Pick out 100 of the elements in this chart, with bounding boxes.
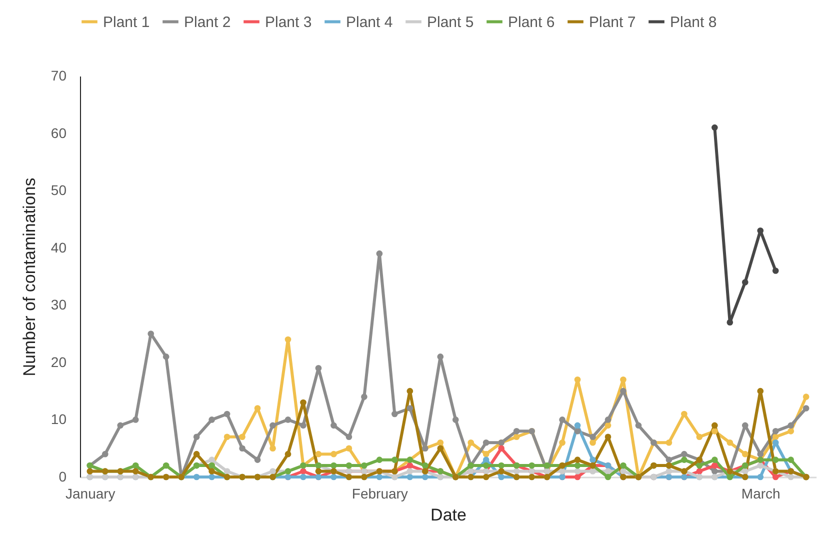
point <box>712 124 718 131</box>
point <box>788 456 794 463</box>
point <box>300 422 306 429</box>
point <box>376 456 383 463</box>
point <box>772 434 779 440</box>
point <box>788 422 794 429</box>
point <box>757 474 764 480</box>
point <box>742 422 748 429</box>
point <box>376 474 383 480</box>
legend-label: Plant 6 <box>508 14 555 31</box>
point <box>193 474 200 480</box>
point <box>468 439 474 446</box>
x-tick-label: January <box>66 486 116 502</box>
point <box>498 445 504 452</box>
point <box>604 416 612 423</box>
point <box>757 388 764 394</box>
point <box>528 462 535 469</box>
point <box>330 422 337 429</box>
point <box>574 474 581 480</box>
point <box>300 468 306 474</box>
point <box>224 468 230 474</box>
point <box>574 376 581 383</box>
point <box>315 468 322 474</box>
point <box>681 410 688 418</box>
x-tick-label: February <box>352 486 408 502</box>
point <box>772 268 779 274</box>
point <box>224 410 230 418</box>
point <box>574 456 581 463</box>
point <box>422 474 428 480</box>
point <box>208 416 215 423</box>
point <box>406 405 414 412</box>
point <box>406 462 414 469</box>
point <box>802 394 810 400</box>
point <box>300 474 306 480</box>
point <box>726 439 734 446</box>
point <box>696 462 703 469</box>
legend-label: Plant 8 <box>670 14 717 31</box>
point <box>162 462 170 469</box>
point <box>162 354 170 360</box>
point <box>712 428 718 434</box>
point <box>208 474 215 480</box>
legend-label: Plant 7 <box>589 14 636 31</box>
y-tick-label: 70 <box>50 68 67 84</box>
point <box>482 474 490 480</box>
point <box>254 405 261 412</box>
point <box>346 445 352 452</box>
y-axis-title: Number of contaminations <box>20 178 39 376</box>
legend-label: Plant 2 <box>184 14 231 31</box>
point <box>513 468 520 474</box>
point <box>559 468 566 474</box>
point <box>239 445 246 452</box>
point <box>224 434 230 440</box>
point <box>620 462 626 469</box>
point <box>574 428 581 434</box>
point <box>757 450 764 458</box>
point <box>148 330 154 337</box>
point <box>590 434 596 440</box>
point <box>574 422 581 429</box>
point <box>284 416 292 423</box>
point <box>681 456 688 463</box>
point <box>330 474 337 480</box>
y-tick-label: 20 <box>50 354 67 370</box>
point <box>604 468 612 474</box>
point <box>132 416 139 423</box>
y-tick-label: 10 <box>50 411 67 428</box>
point <box>757 462 764 469</box>
point <box>132 468 139 474</box>
y-tick-label: 30 <box>50 296 67 313</box>
point <box>117 422 124 429</box>
point <box>696 434 703 440</box>
point <box>544 462 550 469</box>
point <box>559 439 566 446</box>
point <box>712 456 718 463</box>
point <box>437 445 444 452</box>
point <box>482 450 490 458</box>
point <box>406 474 414 480</box>
point <box>620 468 626 474</box>
point <box>239 434 246 440</box>
point <box>482 462 490 469</box>
point <box>270 422 276 429</box>
point <box>284 450 292 458</box>
point <box>330 462 337 469</box>
legend-label: Plant 4 <box>346 14 393 31</box>
point <box>802 405 810 412</box>
point <box>482 439 490 446</box>
point <box>498 462 504 469</box>
point <box>772 474 779 480</box>
point <box>361 394 368 400</box>
point <box>422 462 428 469</box>
point <box>513 434 520 440</box>
point <box>757 228 764 234</box>
y-tick-label: 40 <box>50 239 67 256</box>
point <box>666 439 672 446</box>
point <box>270 468 276 474</box>
legend-label: Plant 3 <box>265 14 312 31</box>
point <box>712 468 718 474</box>
point <box>132 462 139 469</box>
y-tick-label: 50 <box>50 182 67 198</box>
point <box>788 428 794 434</box>
point <box>284 336 292 343</box>
